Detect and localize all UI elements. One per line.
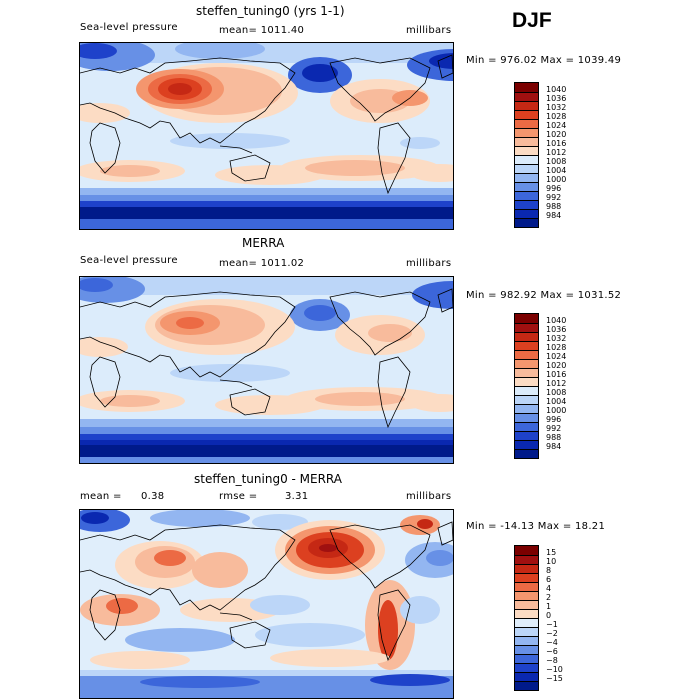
colorbar-label: −2 — [546, 629, 558, 638]
panel-3-min-max: Min = -14.13 Max = 18.21 — [466, 521, 606, 532]
colorbar-label: 8 — [546, 566, 552, 575]
panel-2-colorbar — [514, 313, 539, 459]
colorbar-label: 984 — [546, 442, 562, 451]
panel-2-mean: mean= 1011.02 — [219, 258, 305, 269]
colorbar-label: 996 — [546, 184, 562, 193]
colorbar-label: −1 — [546, 620, 558, 629]
colorbar-label: 1036 — [546, 94, 567, 103]
panel-2-field — [80, 277, 453, 463]
colorbar-label: 1024 — [546, 121, 567, 130]
colorbar-label: 1032 — [546, 334, 567, 343]
panel-2-map — [79, 276, 454, 464]
panel-3-field — [80, 510, 453, 698]
panel-1-colorbar — [514, 82, 539, 228]
colorbar-label: −4 — [546, 638, 558, 647]
colorbar-label: 1004 — [546, 397, 567, 406]
panel-3-units: millibars — [406, 491, 452, 502]
colorbar-label: 4 — [546, 584, 552, 593]
panel-1-variable: Sea-level pressure — [80, 22, 178, 33]
colorbar-label: 1012 — [546, 379, 567, 388]
colorbar-label: 1 — [546, 602, 552, 611]
colorbar-label: 1020 — [546, 130, 567, 139]
colorbar-label: 1008 — [546, 157, 567, 166]
season-label: DJF — [512, 9, 552, 32]
colorbar-label: 984 — [546, 211, 562, 220]
colorbar-label: −8 — [546, 656, 558, 665]
colorbar-label: 1020 — [546, 361, 567, 370]
colorbar-label: 1040 — [546, 316, 567, 325]
colorbar-label: 1000 — [546, 406, 567, 415]
colorbar-label: 15 — [546, 548, 557, 557]
colorbar-label: 1028 — [546, 112, 567, 121]
colorbar-label: 1016 — [546, 370, 567, 379]
colorbar-label: 1000 — [546, 175, 567, 184]
panel-3-colorbar — [514, 545, 539, 691]
panel-2-title: MERRA — [242, 236, 285, 250]
colorbar-label: 0 — [546, 611, 552, 620]
panel-3-rmse-label: rmse = — [219, 491, 258, 502]
panel-2-min-max: Min = 982.92 Max = 1031.52 — [466, 290, 622, 301]
colorbar-label: 1004 — [546, 166, 567, 175]
panel-1-mean: mean= 1011.40 — [219, 25, 305, 36]
panel-1-field — [80, 43, 453, 229]
panel-3-map — [79, 509, 454, 699]
colorbar-label: 1040 — [546, 85, 567, 94]
colorbar-label: 1016 — [546, 139, 567, 148]
panel-2-variable: Sea-level pressure — [80, 255, 178, 266]
colorbar-label: 6 — [546, 575, 552, 584]
panel-3-title: steffen_tuning0 - MERRA — [194, 472, 342, 486]
colorbar-label: 988 — [546, 433, 562, 442]
colorbar-label: −6 — [546, 647, 558, 656]
panel-3-mean-label: mean = — [80, 491, 122, 502]
colorbar-label: 2 — [546, 593, 552, 602]
panel-1-min-max: Min = 976.02 Max = 1039.49 — [466, 55, 622, 66]
panel-1-units: millibars — [406, 25, 452, 36]
colorbar-label: −15 — [546, 674, 563, 683]
colorbar-label: 1008 — [546, 388, 567, 397]
panel-1-title: steffen_tuning0 (yrs 1-1) — [196, 4, 345, 18]
colorbar-label: 1012 — [546, 148, 567, 157]
panel-1-map — [79, 42, 454, 230]
colorbar-label: 1024 — [546, 352, 567, 361]
panel-2-units: millibars — [406, 258, 452, 269]
colorbar-label: 1028 — [546, 343, 567, 352]
colorbar-label: 988 — [546, 202, 562, 211]
colorbar-label: 10 — [546, 557, 557, 566]
colorbar-label: 992 — [546, 424, 562, 433]
colorbar-label: −10 — [546, 665, 563, 674]
colorbar-label: 1036 — [546, 325, 567, 334]
colorbar-label: 996 — [546, 415, 562, 424]
colorbar-label: 1032 — [546, 103, 567, 112]
panel-3-rmse-value: 3.31 — [285, 491, 309, 502]
colorbar-label: 992 — [546, 193, 562, 202]
panel-3-mean-value: 0.38 — [141, 491, 165, 502]
